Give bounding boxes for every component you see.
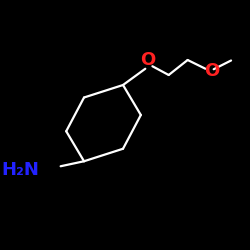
Text: O: O (204, 62, 219, 80)
Text: H₂N: H₂N (2, 161, 40, 179)
Text: O: O (140, 51, 155, 69)
